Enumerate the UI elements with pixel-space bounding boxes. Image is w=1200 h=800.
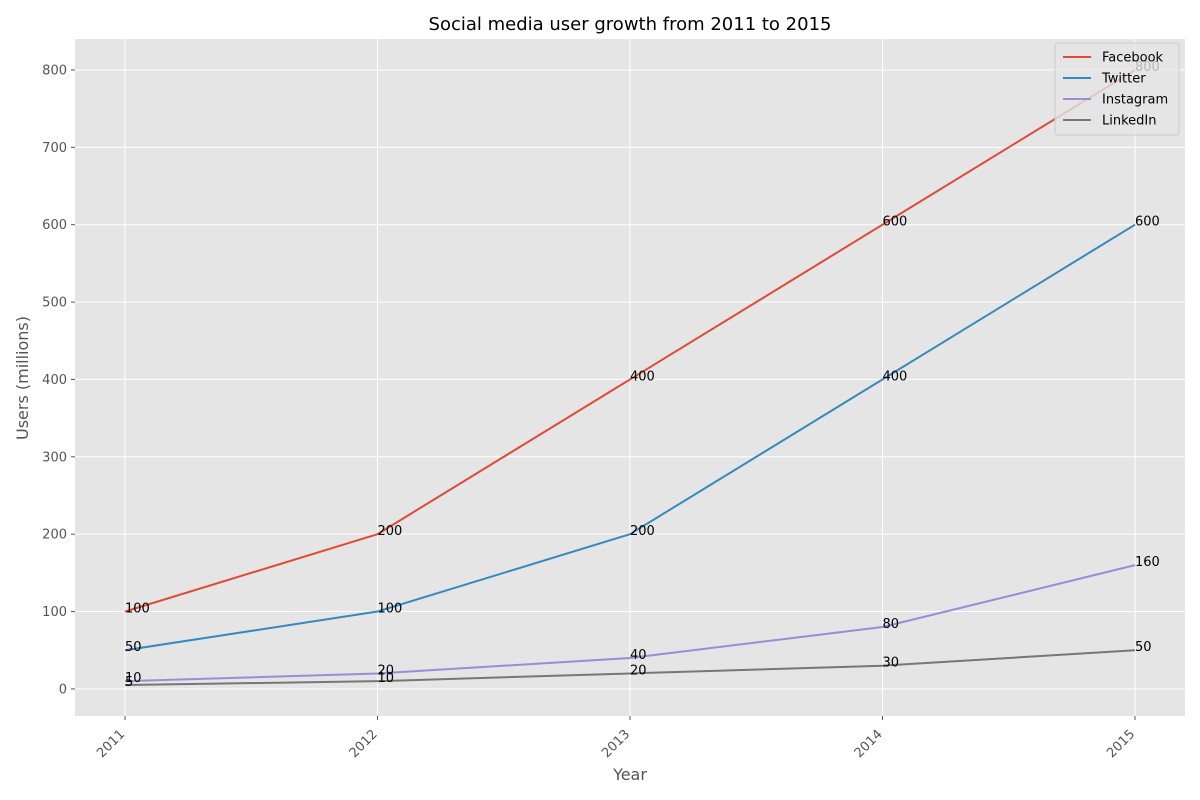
series-line-instagram bbox=[124, 564, 1136, 683]
data-labels: 1002004006008005010020040060010204080160… bbox=[125, 60, 1160, 690]
x-axis-ticks: 2011 2012 2013 2014 2015 bbox=[94, 716, 1138, 761]
series-line-linkedin bbox=[124, 649, 1136, 687]
y-tick-label: 800 bbox=[42, 63, 67, 78]
data-label-instagram: 40 bbox=[630, 648, 647, 663]
y-tick-label: 300 bbox=[42, 450, 67, 465]
data-label-twitter: 50 bbox=[125, 640, 142, 655]
y-tick-label: 400 bbox=[42, 373, 67, 388]
legend: Facebook Twitter Instagram LinkedIn bbox=[1054, 42, 1180, 136]
x-axis-label: Year bbox=[612, 765, 647, 784]
series-line-twitter bbox=[124, 223, 1136, 652]
legend-label-linkedin: LinkedIn bbox=[1102, 114, 1156, 129]
x-tick-label: 2011 bbox=[94, 727, 128, 761]
data-label-facebook: 400 bbox=[630, 369, 655, 384]
y-tick-label: 600 bbox=[42, 218, 67, 233]
data-label-twitter: 600 bbox=[1135, 215, 1160, 230]
data-label-linkedin: 10 bbox=[378, 671, 395, 686]
y-tick-label: 100 bbox=[42, 605, 67, 620]
data-label-facebook: 200 bbox=[378, 524, 403, 539]
x-tick-label: 2014 bbox=[852, 727, 886, 761]
x-tick-label: 2015 bbox=[1104, 727, 1138, 761]
data-label-twitter: 100 bbox=[378, 602, 403, 617]
data-label-facebook: 100 bbox=[125, 602, 150, 617]
data-label-linkedin: 20 bbox=[630, 663, 647, 678]
y-tick-label: 700 bbox=[42, 141, 67, 156]
series-lines bbox=[124, 69, 1136, 687]
data-label-linkedin: 50 bbox=[1135, 640, 1152, 655]
data-label-twitter: 200 bbox=[630, 524, 655, 539]
y-tick-label: 200 bbox=[42, 528, 67, 543]
x-tick-label: 2012 bbox=[347, 727, 381, 761]
x-tick-label: 2013 bbox=[599, 727, 633, 761]
data-label-twitter: 400 bbox=[883, 369, 908, 384]
data-label-instagram: 20 bbox=[378, 663, 395, 678]
data-label-instagram: 80 bbox=[883, 617, 900, 632]
data-label-linkedin: 5 bbox=[125, 675, 133, 690]
legend-box bbox=[1054, 42, 1180, 136]
legend-label-instagram: Instagram bbox=[1102, 93, 1168, 108]
y-axis-label: Users (millions) bbox=[13, 316, 32, 440]
data-label-instagram: 10 bbox=[125, 671, 142, 686]
series-line-facebook bbox=[124, 69, 1136, 613]
chart-title: Social media user growth from 2011 to 20… bbox=[429, 14, 832, 35]
data-label-linkedin: 30 bbox=[883, 656, 900, 671]
y-tick-label: 0 bbox=[59, 682, 67, 697]
data-label-facebook: 600 bbox=[883, 215, 908, 230]
y-tick-label: 500 bbox=[42, 296, 67, 311]
data-label-instagram: 160 bbox=[1135, 555, 1160, 570]
y-axis-ticks: 0 100 200 300 400 500 600 700 800 bbox=[42, 63, 75, 697]
legend-label-facebook: Facebook bbox=[1102, 51, 1164, 66]
legend-label-twitter: Twitter bbox=[1101, 72, 1146, 87]
